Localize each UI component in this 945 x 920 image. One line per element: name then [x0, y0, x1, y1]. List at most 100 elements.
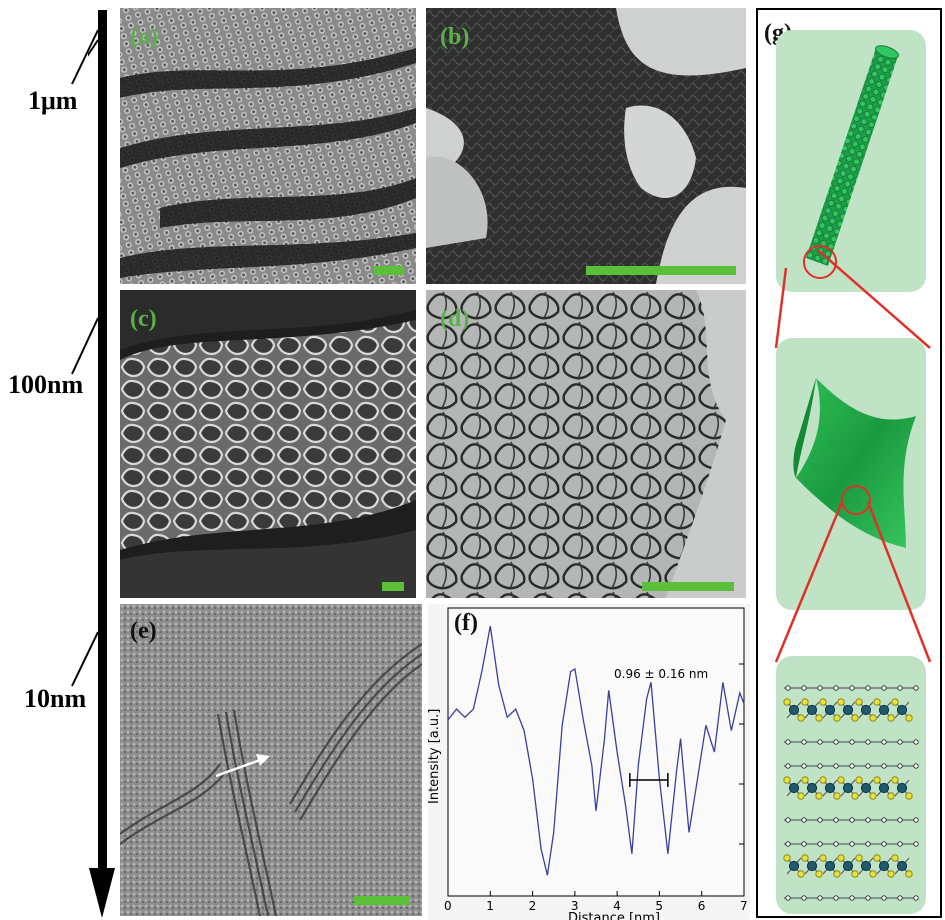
atom-small — [817, 895, 823, 901]
atom-sulfur — [801, 776, 809, 784]
atom-sulfur — [815, 792, 823, 800]
atom-small — [801, 817, 807, 823]
atom-small — [913, 817, 919, 823]
panel-a-label: (a) — [130, 24, 158, 50]
panel-c-label: (c) — [130, 306, 157, 332]
atom-metal — [788, 860, 800, 872]
atom-sulfur — [783, 698, 791, 706]
atom-small — [881, 817, 887, 823]
atom-small — [785, 895, 791, 901]
atom-small — [817, 739, 823, 745]
atom-small — [849, 763, 855, 769]
atom-metal — [860, 704, 872, 716]
x-tick-label: 7 — [740, 899, 748, 913]
atom-metal — [824, 704, 836, 716]
atom-small — [801, 739, 807, 745]
atom-sulfur — [837, 776, 845, 784]
atom-sulfur — [869, 792, 877, 800]
atom-sulfur — [891, 854, 899, 862]
x-tick-label: 5 — [655, 899, 663, 913]
x-axis-title: Distance [nm] — [568, 911, 660, 920]
atom-sulfur — [887, 714, 895, 722]
panel-a-sem-image: (a) — [120, 8, 416, 284]
panel-f-intensity-profile: 0 1 2 3 4 5 6 7 0.96 ± 0.16 nm Distance [nm] In… — [428, 604, 750, 920]
atom-metal — [824, 782, 836, 794]
panel-b-tem-image: (b) — [426, 8, 746, 284]
panel-a-scalebar — [374, 266, 404, 275]
panel-c-sem-image: (c) — [120, 290, 416, 598]
x-tick-label: 1 — [486, 899, 494, 913]
scale-axis-arrow — [88, 10, 115, 918]
atom-small — [833, 895, 839, 901]
atom-metal — [788, 782, 800, 794]
atom-small — [897, 817, 903, 823]
atom-sulfur — [819, 776, 827, 784]
atom-sulfur — [797, 870, 805, 878]
atom-small — [833, 739, 839, 745]
atom-small — [881, 895, 887, 901]
tem-network-texture — [426, 8, 746, 284]
atom-small — [849, 841, 855, 847]
intensity-chart: 0 1 2 3 4 5 6 7 0.96 ± 0.16 nm Distance [nm] In… — [428, 607, 748, 920]
atom-sulfur — [851, 870, 859, 878]
atom-small — [897, 763, 903, 769]
atom-small — [913, 841, 919, 847]
atom-sulfur — [837, 698, 845, 706]
atom-small — [881, 685, 887, 691]
atom-sulfur — [797, 792, 805, 800]
x-tick-label: 4 — [613, 899, 621, 913]
atom-small — [865, 817, 871, 823]
panel-e-scalebar — [354, 896, 410, 905]
atom-small — [865, 739, 871, 745]
atom-small — [801, 685, 807, 691]
atom-small — [849, 817, 855, 823]
x-tick-label: 2 — [529, 899, 537, 913]
atom-sulfur — [887, 870, 895, 878]
atom-small — [833, 841, 839, 847]
atom-small — [801, 895, 807, 901]
atom-small — [913, 763, 919, 769]
atom-small — [785, 841, 791, 847]
atom-metal — [896, 782, 908, 794]
atom-metal — [878, 782, 890, 794]
panel-e-label: (e) — [130, 618, 157, 644]
atom-small — [865, 763, 871, 769]
period-annotation: 0.96 ± 0.16 nm — [614, 667, 708, 787]
nanosheet-box — [776, 338, 926, 610]
atom-metal — [824, 860, 836, 872]
panel-g-schematic: (g) — [756, 8, 942, 918]
panel-e-hrtem-image: (e) — [120, 604, 422, 916]
atom-sulfur — [873, 698, 881, 706]
nanotube-box — [776, 30, 926, 292]
atom-metal — [860, 782, 872, 794]
atom-small — [849, 685, 855, 691]
x-tick-label: 6 — [698, 899, 706, 913]
atom-metal — [806, 704, 818, 716]
sem-sheets-texture — [120, 290, 416, 598]
crystal-structure-box — [776, 656, 926, 914]
atom-small — [865, 841, 871, 847]
atom-sulfur — [783, 776, 791, 784]
atom-small — [849, 895, 855, 901]
atom-small — [849, 739, 855, 745]
atom-small — [785, 817, 791, 823]
atom-sulfur — [833, 792, 841, 800]
atom-small — [897, 739, 903, 745]
atom-small — [817, 841, 823, 847]
atom-sulfur — [833, 870, 841, 878]
atom-small — [897, 895, 903, 901]
atom-sulfur — [855, 776, 863, 784]
atom-sulfur — [905, 792, 913, 800]
atom-small — [881, 763, 887, 769]
atom-sulfur — [801, 698, 809, 706]
atom-sulfur — [833, 714, 841, 722]
atom-sulfur — [837, 854, 845, 862]
atom-sulfur — [873, 854, 881, 862]
atom-sulfur — [855, 698, 863, 706]
series-line — [447, 625, 745, 876]
x-tick-label: 0 — [444, 899, 452, 913]
atom-sulfur — [869, 870, 877, 878]
atom-sulfur — [873, 776, 881, 784]
crystal-structure-icon — [783, 685, 919, 901]
atom-small — [801, 841, 807, 847]
